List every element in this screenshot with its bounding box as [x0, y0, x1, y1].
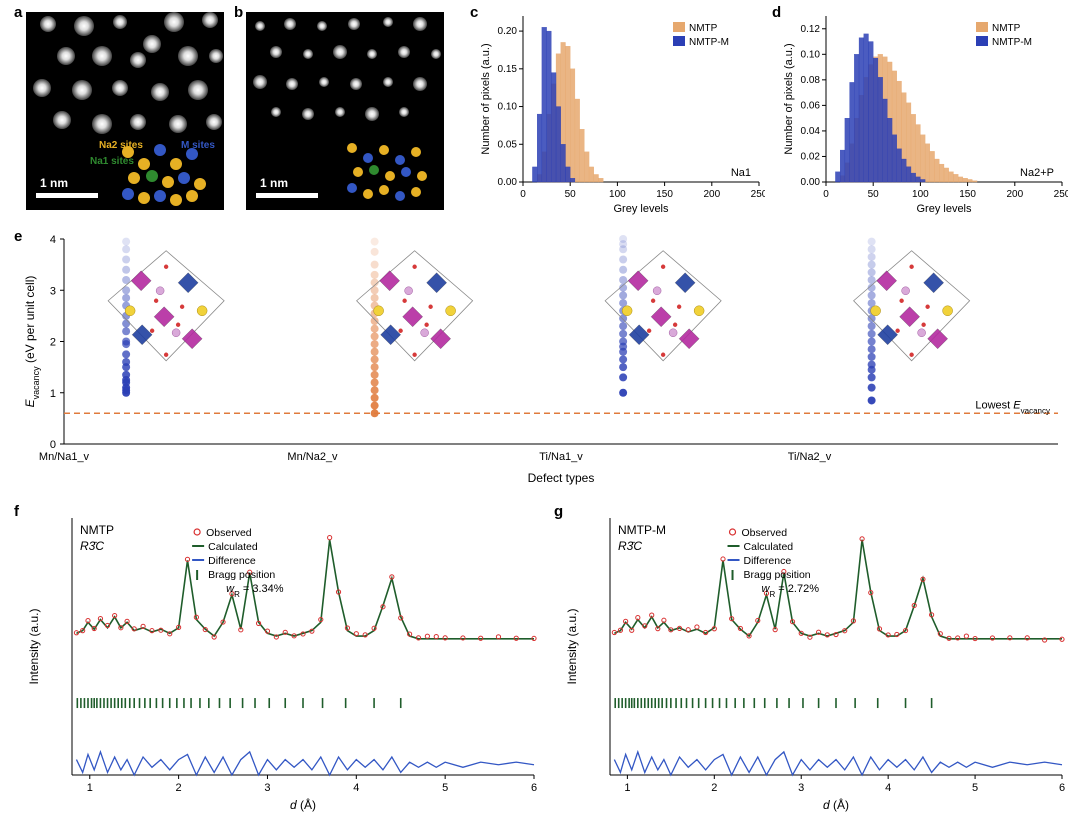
panel-label-a: a — [14, 4, 22, 21]
svg-text:Number of pixels (a.u.): Number of pixels (a.u.) — [480, 43, 492, 154]
svg-text:Difference: Difference — [208, 555, 256, 567]
svg-text:Observed: Observed — [206, 527, 252, 539]
svg-text:0.00: 0.00 — [801, 177, 821, 188]
svg-text:Number of pixels (a.u.): Number of pixels (a.u.) — [783, 43, 795, 154]
svg-text:1: 1 — [624, 782, 630, 794]
svg-text:3: 3 — [50, 285, 56, 297]
svg-text:150: 150 — [959, 189, 976, 200]
svg-text:0.00: 0.00 — [498, 177, 518, 188]
svg-text:Grey levels: Grey levels — [613, 203, 669, 215]
svg-text:Defect types: Defect types — [528, 471, 595, 485]
svg-text:d (Å): d (Å) — [290, 797, 316, 812]
svg-text:0.12: 0.12 — [801, 24, 821, 35]
svg-text:0.10: 0.10 — [801, 49, 821, 60]
svg-text:Grey levels: Grey levels — [916, 203, 972, 215]
svg-text:4: 4 — [885, 782, 891, 794]
svg-text:Calculated: Calculated — [744, 541, 794, 553]
svg-text:Mn/Na2_v: Mn/Na2_v — [287, 451, 338, 463]
stem-image-a: 1 nmNa2 sitesM sitesNa1 sites — [26, 12, 224, 210]
svg-text:Bragg position: Bragg position — [744, 569, 811, 581]
stem-image-b: 1 nm — [246, 12, 444, 210]
svg-text:Na2+P: Na2+P — [1020, 167, 1054, 179]
svg-text:0.04: 0.04 — [801, 126, 821, 137]
svg-text:200: 200 — [1006, 189, 1023, 200]
svg-text:R3̄C: R3̄C — [618, 539, 642, 553]
svg-text:150: 150 — [656, 189, 673, 200]
svg-text:Mn/Na1_v: Mn/Na1_v — [39, 451, 90, 463]
svg-text:4: 4 — [50, 234, 56, 246]
svg-text:1: 1 — [50, 388, 56, 400]
svg-text:0.06: 0.06 — [801, 100, 821, 111]
panel-label-b: b — [234, 4, 243, 21]
svg-text:Bragg position: Bragg position — [208, 569, 275, 581]
svg-text:2: 2 — [176, 782, 182, 794]
svg-text:6: 6 — [1059, 782, 1065, 794]
svg-text:0: 0 — [520, 189, 526, 200]
svg-text:NMTP-M: NMTP-M — [618, 523, 666, 537]
svg-text:100: 100 — [912, 189, 929, 200]
xrd-pattern-f: 1 2 3 4 5 6 d (Å) Intensity (a.u.) NMTP R3̄C Obser… — [22, 510, 542, 815]
svg-text:wR = 3.34%: wR = 3.34% — [226, 583, 284, 599]
svg-text:50: 50 — [565, 189, 577, 200]
svg-text:d (Å): d (Å) — [823, 797, 849, 812]
svg-text:0: 0 — [823, 189, 829, 200]
svg-text:Lowest Evacancy: Lowest Evacancy — [975, 399, 1050, 415]
svg-text:Ti/Na1_v: Ti/Na1_v — [539, 451, 583, 463]
svg-text:200: 200 — [703, 189, 720, 200]
panel-label-f: f — [14, 503, 19, 520]
svg-text:3: 3 — [264, 782, 270, 794]
svg-text:NMTP-M: NMTP-M — [992, 37, 1032, 48]
svg-text:0.20: 0.20 — [498, 26, 518, 37]
svg-text:NMTP: NMTP — [992, 23, 1021, 34]
svg-text:0.15: 0.15 — [498, 64, 518, 75]
svg-text:Difference: Difference — [744, 555, 792, 567]
svg-text:Evacancy (eV per unit cell): Evacancy (eV per unit cell) — [23, 276, 41, 408]
svg-text:3: 3 — [798, 782, 804, 794]
svg-text:50: 50 — [868, 189, 880, 200]
svg-text:Ti/Na2_v: Ti/Na2_v — [788, 451, 832, 463]
svg-text:4: 4 — [353, 782, 359, 794]
svg-text:R3̄C: R3̄C — [80, 539, 104, 553]
svg-text:Calculated: Calculated — [208, 541, 258, 553]
svg-text:5: 5 — [972, 782, 978, 794]
svg-text:250: 250 — [751, 189, 765, 200]
svg-text:2: 2 — [711, 782, 717, 794]
svg-text:5: 5 — [442, 782, 448, 794]
svg-text:0: 0 — [50, 439, 56, 451]
svg-text:Intensity (a.u.): Intensity (a.u.) — [27, 608, 41, 684]
svg-text:0.02: 0.02 — [801, 151, 821, 162]
svg-text:NMTP: NMTP — [689, 23, 718, 34]
vacancy-energy-plot: 0 1 2 3 4 Mn/Na1_v Mn/Na2_v Ti/Na1_v Ti/Na2_v Def… — [20, 233, 1068, 488]
svg-text:Intensity (a.u.): Intensity (a.u.) — [565, 608, 579, 684]
histogram-c: 0 50 100 150 200 250 0.00 0.05 0.10 0.15 0.20 Grey … — [475, 8, 765, 218]
svg-text:2: 2 — [50, 337, 56, 349]
svg-text:wR = 2.72%: wR = 2.72% — [762, 583, 820, 599]
svg-text:6: 6 — [531, 782, 537, 794]
svg-text:250: 250 — [1054, 189, 1068, 200]
svg-text:Observed: Observed — [742, 527, 788, 539]
svg-text:0.05: 0.05 — [498, 139, 518, 150]
xrd-pattern-g: 1 2 3 4 5 6 d (Å) Intensity (a.u.) NMTP-M R3̄C Obs… — [560, 510, 1070, 815]
svg-text:NMTP: NMTP — [80, 523, 114, 537]
svg-text:100: 100 — [609, 189, 626, 200]
svg-text:1: 1 — [87, 782, 93, 794]
histogram-d: 0 50 100 150 200 250 0.00 0.02 0.04 0.06 0.08 0.10 0… — [778, 8, 1068, 218]
svg-text:Na1: Na1 — [731, 167, 751, 179]
svg-text:0.08: 0.08 — [801, 75, 821, 86]
svg-text:NMTP-M: NMTP-M — [689, 37, 729, 48]
svg-text:0.10: 0.10 — [498, 102, 518, 113]
